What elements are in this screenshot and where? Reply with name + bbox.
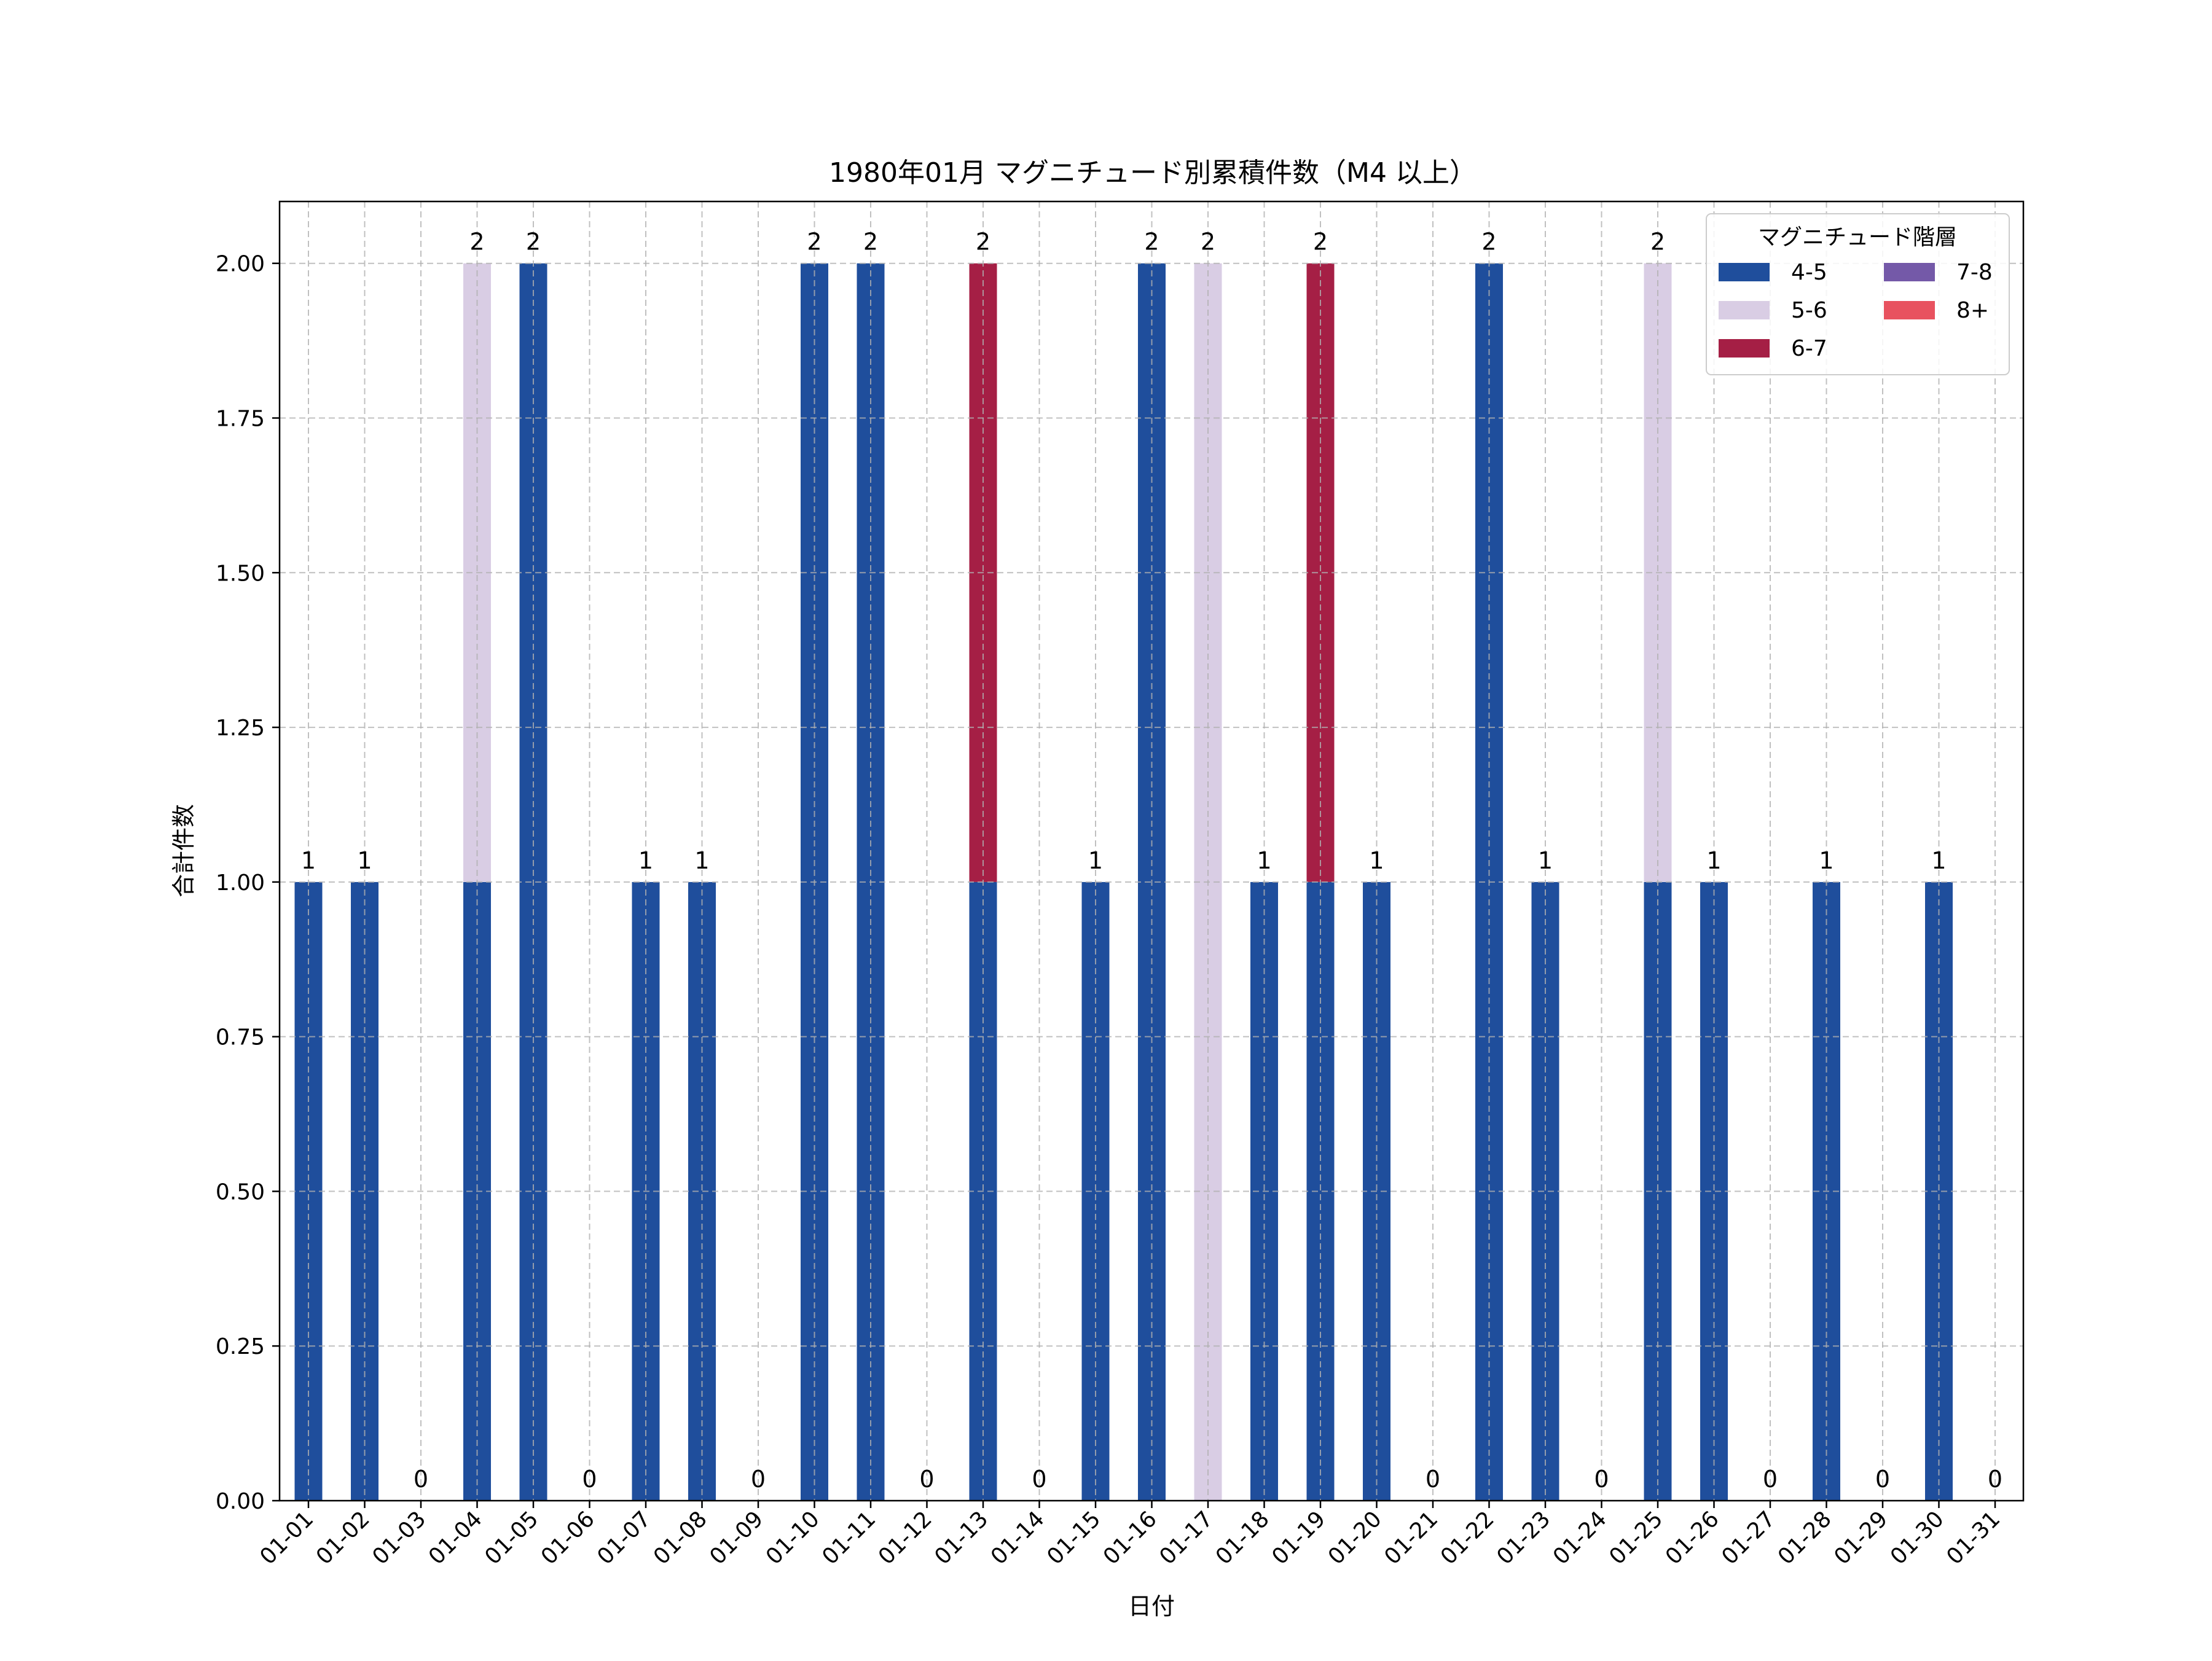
y-axis: 0.00 0.25 0.50 0.75 1.00 1.25 1.50 1.75 2.00	[216, 252, 280, 1514]
data-label-01-16: 2	[1144, 229, 1159, 256]
data-label-01-12: 0	[919, 1466, 934, 1493]
legend-items: 4-5 5-6 6-7 7-8 8+	[1719, 260, 1993, 361]
data-label-01-13: 2	[976, 229, 990, 256]
data-label-01-22: 2	[1481, 229, 1496, 256]
data-label-01-31: 0	[1988, 1466, 2002, 1493]
data-label-01-28: 1	[1819, 847, 1834, 874]
data-label-01-18: 1	[1257, 847, 1271, 874]
y-axis-label: 合計件数	[170, 804, 197, 897]
legend-swatch-4-5	[1719, 263, 1770, 281]
legend-frame	[1706, 213, 2010, 375]
legend-swatch-7-8	[1884, 263, 1935, 281]
data-label-01-09: 0	[751, 1466, 766, 1493]
legend-swatch-6-7	[1719, 339, 1770, 358]
data-label-01-26: 1	[1706, 847, 1721, 874]
y-tick-label-1.00: 1.00	[216, 870, 265, 896]
data-label-01-02: 1	[357, 847, 372, 874]
data-label-01-04: 2	[469, 229, 484, 256]
grid	[280, 201, 2023, 1501]
bar-01-19-4-5	[1306, 881, 1335, 1501]
y-tick-label-2.00: 2.00	[216, 252, 265, 277]
legend-label-5-6: 5-6	[1791, 298, 1827, 323]
data-label-01-27: 0	[1763, 1466, 1778, 1493]
data-label-01-11: 2	[863, 229, 878, 256]
bar-01-08-4-5	[688, 881, 716, 1501]
legend-label-8+: 8+	[1956, 298, 1989, 323]
legend-swatch-5-6	[1719, 301, 1770, 319]
bar-01-02-4-5	[351, 881, 378, 1501]
data-label-01-30: 1	[1931, 847, 1946, 874]
data-label-01-17: 2	[1201, 229, 1215, 256]
legend-label-7-8: 7-8	[1956, 260, 1993, 285]
x-axis-label: 日付	[1128, 1593, 1175, 1620]
data-label-01-14: 0	[1032, 1466, 1046, 1493]
legend-swatch-8+	[1884, 301, 1935, 319]
bar-01-19-6-7	[1306, 263, 1335, 882]
chart-title: 1980年01月 マグニチュード別累積件数（M4 以上）	[829, 157, 1477, 189]
data-label-01-10: 2	[807, 229, 822, 256]
data-label-01-24: 0	[1594, 1466, 1609, 1493]
data-label-01-15: 1	[1088, 847, 1103, 874]
data-label-01-21: 0	[1426, 1466, 1440, 1493]
data-label-01-05: 2	[526, 229, 541, 256]
bar-01-01-4-5	[294, 881, 323, 1501]
data-labels: 1 1 0 2 2 0 1 1 0 2 2 0 2 0 1 2 2 1 2 1 0 2 1 0 2 1 0 1 0 1 0	[301, 229, 2002, 1493]
bar-01-30-4-5	[1925, 881, 1953, 1501]
legend: マグニチュード階層 4-5 5-6 6-7 7-8 8+	[1706, 213, 2010, 375]
y-tick-label-0.75: 0.75	[216, 1025, 265, 1050]
data-label-01-06: 0	[582, 1466, 597, 1493]
y-tick-label-1.25: 1.25	[216, 716, 265, 741]
data-label-01-01: 1	[301, 847, 316, 874]
y-tick-label-0.25: 0.25	[216, 1334, 265, 1359]
y-tick-label-1.75: 1.75	[216, 407, 265, 432]
data-label-01-19: 2	[1313, 229, 1328, 256]
y-tick-label-1.50: 1.50	[216, 561, 265, 586]
y-tick-label-0.50: 0.50	[216, 1179, 265, 1205]
legend-label-6-7: 6-7	[1791, 336, 1827, 361]
data-label-01-20: 1	[1369, 847, 1384, 874]
y-tick-label-0.00: 0.00	[216, 1489, 265, 1514]
data-label-01-07: 1	[638, 847, 653, 874]
legend-label-4-5: 4-5	[1791, 260, 1827, 285]
data-label-01-23: 1	[1538, 847, 1553, 874]
legend-title: マグニチュード階層	[1758, 225, 1957, 250]
data-label-01-08: 1	[694, 847, 709, 874]
bar-01-26-4-5	[1700, 881, 1728, 1501]
data-label-01-29: 0	[1875, 1466, 1890, 1493]
data-label-01-03: 0	[414, 1466, 428, 1493]
bar-01-23-4-5	[1531, 881, 1559, 1501]
data-label-01-25: 2	[1650, 229, 1665, 256]
